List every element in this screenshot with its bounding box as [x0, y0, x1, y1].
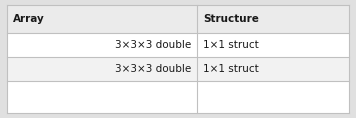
Text: 3×3×3 double: 3×3×3 double	[115, 40, 191, 50]
Text: 1×1 struct: 1×1 struct	[203, 40, 258, 50]
Bar	[7, 5, 349, 33]
Text: 3×3×3 double: 3×3×3 double	[115, 64, 191, 74]
Text: 1×1 struct: 1×1 struct	[203, 64, 258, 74]
Text: Array: Array	[13, 14, 45, 24]
Bar	[7, 57, 349, 81]
Text: Structure: Structure	[203, 14, 259, 24]
